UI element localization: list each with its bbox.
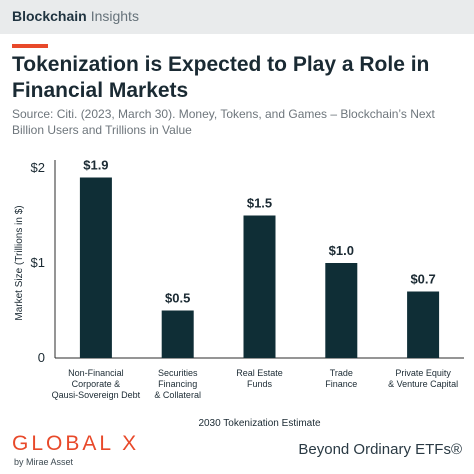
data-label: $1.9 [83,158,108,173]
brand-section: Insights [90,8,139,24]
data-label: $0.7 [410,272,435,287]
x-tick-label: Financing [158,379,197,389]
x-tick-label: Non-Financial [68,368,124,378]
bar [407,291,440,358]
x-tick-label: Securities [158,368,198,378]
data-label: $0.5 [165,291,190,306]
bar-chart: 0 $1 $2 Market Size (Trillions in $) $1.9 Non… [14,158,464,429]
x-tick-label: Funds [247,379,273,389]
data-label: $1.0 [329,243,354,258]
x-axis-label: 2030 Tokenization Estimate [198,418,321,429]
chart-title: Tokenization is Expected to Play a Role … [12,53,430,102]
x-tick-label: Qausi-Sovereign Debt [52,390,141,400]
x-tick-label: & Collateral [154,390,201,400]
data-label: $1.5 [247,196,272,211]
y-axis-label: Market Size (Trillions in $) [14,205,25,320]
x-tick-label: & Venture Capital [388,379,458,389]
header-bar: Blockchain Insights [0,0,474,34]
footer-tagline: Beyond Ordinary ETFs® [298,441,462,458]
bar [325,263,358,358]
y-tick-label: 0 [38,350,45,365]
logo-subtitle: by Mirae Asset [14,457,74,467]
brand-title: Blockchain Insights [12,8,139,24]
brand-name: Blockchain [12,8,87,24]
bar [243,215,276,358]
bar [161,310,194,358]
x-tick-label: Private Equity [395,368,451,378]
x-tick-label: Real Estate [236,368,283,378]
global-x-logo: GLOBAL X [12,432,140,455]
accent-divider [12,44,48,48]
source-citation: Source: Citi. (2023, March 30). Money, T… [12,107,435,137]
x-tick-label: Trade [330,368,353,378]
y-tick-label: $2 [31,160,45,175]
y-tick-label: $1 [31,255,45,270]
x-tick-label: Corporate & [72,379,121,389]
bar [79,177,112,358]
x-tick-label: Finance [325,379,357,389]
